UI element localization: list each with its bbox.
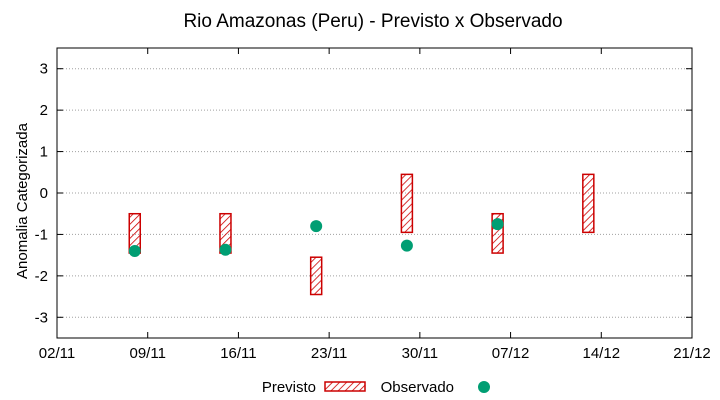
previsto-box	[491, 212, 504, 254]
x-tick-label: 23/11	[311, 345, 347, 362]
y-tick-label: -2	[35, 268, 48, 285]
plot-border	[56, 47, 693, 339]
previsto-box	[582, 173, 595, 234]
x-tick-label: 30/11	[402, 345, 438, 362]
y-tick-label: 1	[40, 144, 48, 161]
observado-point	[219, 243, 232, 256]
previsto-box	[309, 256, 323, 296]
observado-point	[400, 239, 413, 252]
x-tick-label: 09/11	[129, 345, 165, 362]
observado-point	[310, 220, 323, 233]
y-axis-ticks: 3 2 1 0 -1 -2 -3	[35, 61, 692, 326]
legend-swatch-previsto	[324, 381, 366, 392]
legend-label-previsto: Previsto	[262, 379, 316, 396]
previsto-box	[400, 173, 414, 234]
legend: Previsto Observado	[262, 379, 490, 396]
chart-title: Rio Amazonas (Peru) - Previsto x Observa…	[183, 11, 562, 32]
y-tick-label: -3	[35, 309, 48, 326]
x-tick-label: 16/11	[220, 345, 256, 362]
observado-point	[491, 218, 504, 231]
observado-series	[128, 218, 504, 257]
y-tick-label: 0	[40, 185, 48, 202]
observado-point	[128, 245, 141, 257]
y-tick-label: -1	[35, 226, 48, 243]
y-tick-label: 2	[40, 102, 48, 119]
x-tick-label: 02/11	[39, 345, 75, 362]
x-tick-label: 21/12	[673, 345, 711, 362]
previsto-series	[128, 173, 595, 296]
legend-marker-observado	[478, 381, 490, 393]
legend-label-observado: Observado	[381, 379, 454, 396]
y-axis-label: Anomalia Categorizada	[14, 122, 31, 279]
x-tick-label: 14/12	[583, 345, 621, 362]
gridlines	[57, 68, 692, 318]
x-axis-ticks: 02/11 09/11 16/11 23/11 30/11 07/12 14/12 21/12	[39, 48, 711, 362]
y-tick-label: 3	[40, 61, 48, 78]
x-tick-label: 07/12	[492, 345, 530, 362]
